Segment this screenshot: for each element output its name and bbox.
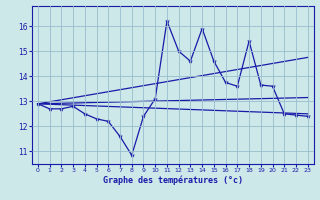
X-axis label: Graphe des températures (°c): Graphe des températures (°c) [103,176,243,185]
